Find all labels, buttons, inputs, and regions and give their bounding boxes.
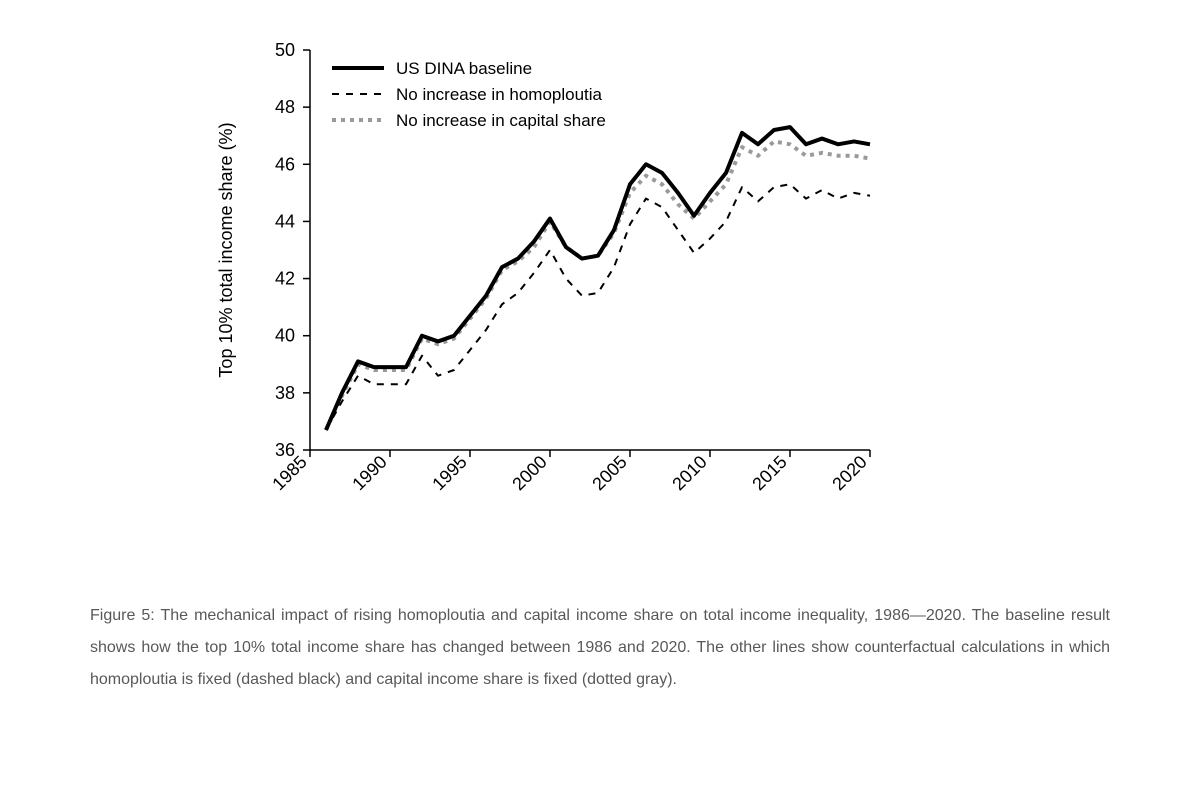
- chart-container: 3638404244464850198519901995200020052010…: [200, 30, 900, 550]
- y-tick-label: 40: [275, 326, 295, 346]
- y-tick-label: 38: [275, 383, 295, 403]
- y-tick-label: 44: [275, 211, 295, 231]
- figure-page: 3638404244464850198519901995200020052010…: [0, 0, 1200, 811]
- figure-caption: Figure 5: The mechanical impact of risin…: [90, 600, 1110, 696]
- y-tick-label: 48: [275, 97, 295, 117]
- legend-label: US DINA baseline: [396, 59, 532, 78]
- y-tick-label: 50: [275, 40, 295, 60]
- line-chart: 3638404244464850198519901995200020052010…: [200, 30, 900, 550]
- y-tick-label: 42: [275, 269, 295, 289]
- legend-label: No increase in capital share: [396, 111, 606, 130]
- legend-label: No increase in homoploutia: [396, 85, 603, 104]
- y-axis-title: Top 10% total income share (%): [216, 122, 236, 377]
- y-tick-label: 46: [275, 154, 295, 174]
